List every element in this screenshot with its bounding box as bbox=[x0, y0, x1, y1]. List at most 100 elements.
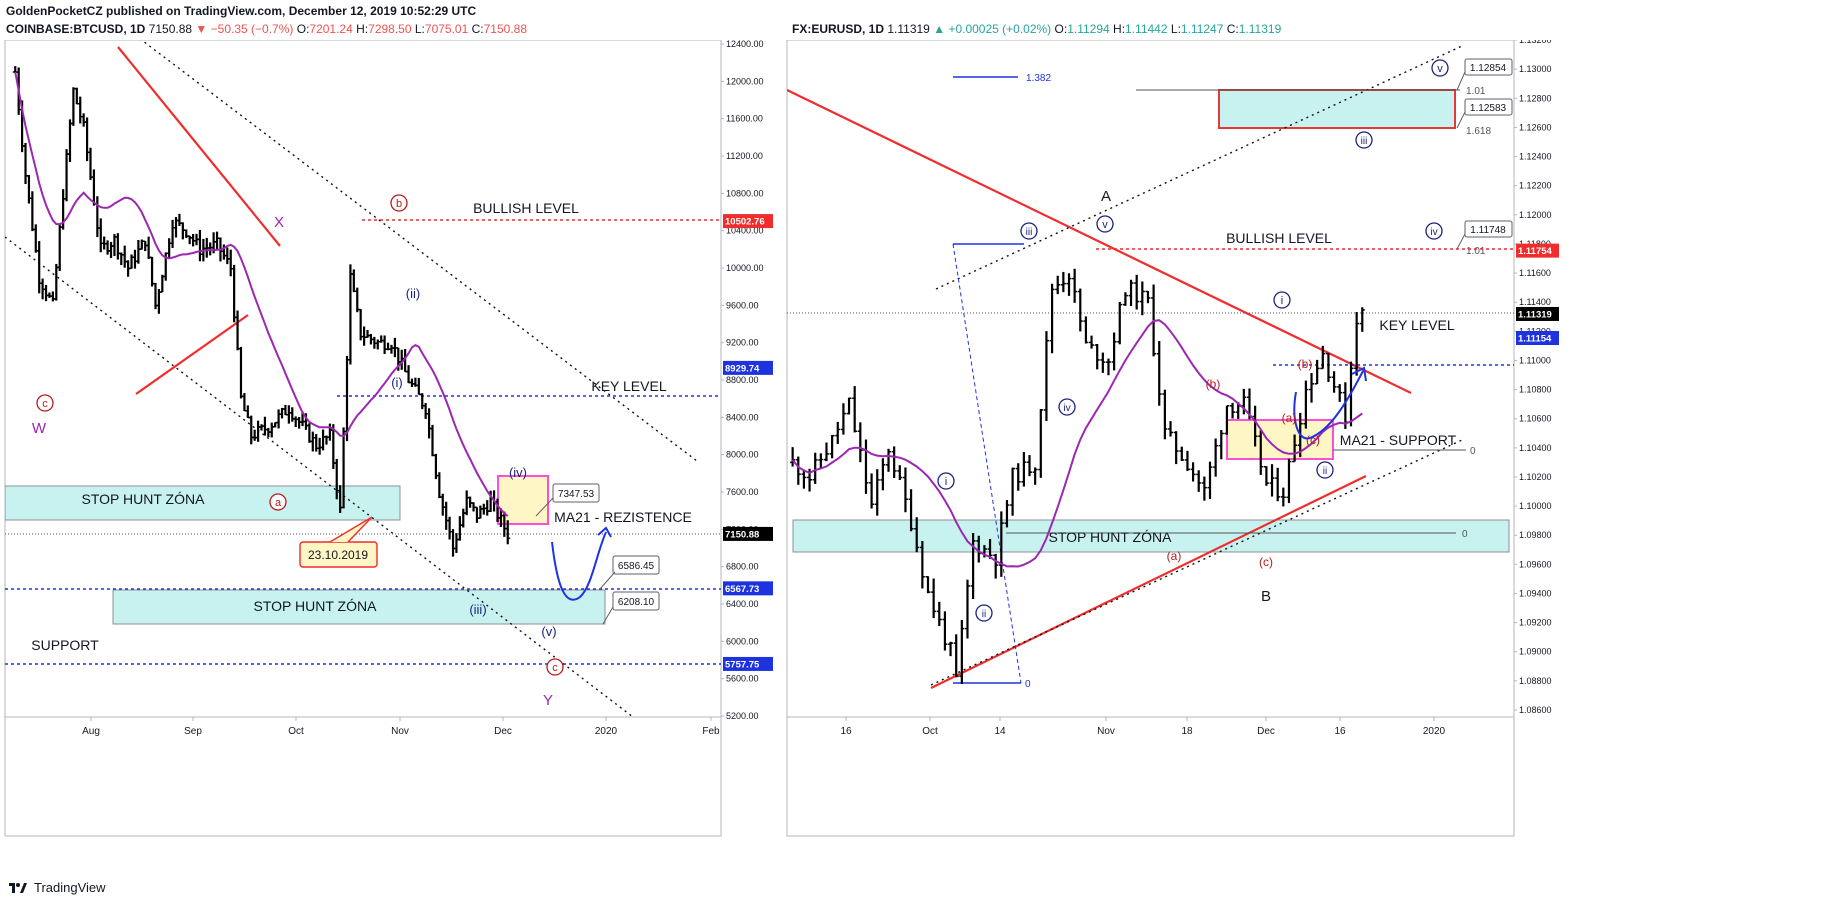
tradingview-brand[interactable]: TradingView bbox=[34, 880, 106, 895]
eur-fib-0-mid: 0 bbox=[1470, 446, 1476, 457]
right-symbol[interactable]: FX:EURUSD, 1D bbox=[792, 22, 885, 36]
footer: TradingView bbox=[0, 872, 1833, 902]
eur-wave-c2: (c) bbox=[1306, 433, 1320, 447]
btc-wave-a-circle bbox=[269, 493, 287, 511]
y-tick-label: 12000.00 bbox=[726, 76, 764, 86]
right-o-label: O: bbox=[1054, 22, 1068, 36]
eur-callout-3: 1.11748 bbox=[1470, 225, 1506, 236]
eur-wave-iv2: iv bbox=[1430, 227, 1437, 238]
price-tag-box bbox=[1516, 306, 1559, 321]
eur-time-axis[interactable]: 16 Oct 14 Nov 18 Dec 16 2020 bbox=[787, 716, 1514, 737]
price-tag: 1.11319 bbox=[1518, 309, 1552, 320]
eur-fib-0-low: 0 bbox=[1462, 529, 1468, 540]
btc-price-axis[interactable]: 12400.00 12000.00 11600.00 11200.00 10800.00… bbox=[720, 40, 764, 836]
y-tick-label: 1.10000 bbox=[1519, 501, 1552, 511]
price-tag-box bbox=[723, 581, 773, 596]
eur-callout-box-2 bbox=[1464, 98, 1513, 116]
y-tick-label: 1.11000 bbox=[1519, 355, 1551, 365]
btc-ma21-label: MA21 - REZISTENCE bbox=[554, 509, 692, 525]
y-tick-label: 6000.00 bbox=[726, 636, 759, 646]
eur-wave-ii1-circle bbox=[975, 604, 993, 622]
eur-projection-arrow bbox=[1293, 370, 1364, 440]
eur-red-trendline-up bbox=[930, 475, 1367, 689]
btc-stop-hunt-zone-2 bbox=[112, 589, 606, 625]
eur-callout-leader-1 bbox=[1456, 71, 1466, 91]
btcusd-chart[interactable]: 12400.00 12000.00 11600.00 11200.00 10800.00… bbox=[0, 40, 785, 860]
y-tick-label: 6800.00 bbox=[726, 562, 759, 572]
btc-wave-c2: c bbox=[552, 662, 558, 674]
price-tag-box bbox=[1516, 243, 1559, 258]
eurusd-chart[interactable]: 1.13200 1.13000 1.12800 1.12600 1.12400 1.122… bbox=[786, 40, 1833, 860]
y-tick-label: 8800.00 bbox=[726, 375, 759, 385]
left-l-label: L: bbox=[414, 22, 425, 36]
x-tick-label: Aug bbox=[82, 726, 100, 737]
eur-wave-iii1-circle bbox=[1020, 222, 1038, 240]
x-tick-label: 2020 bbox=[595, 726, 618, 737]
btc-red-trendline-up bbox=[135, 314, 249, 395]
eur-fib-1382: 1.382 bbox=[1026, 73, 1051, 84]
eur-price-bars bbox=[790, 268, 1365, 685]
btc-price-bars bbox=[12, 66, 511, 557]
y-tick-label: 1.12600 bbox=[1519, 122, 1552, 132]
eur-callout-leader-3 bbox=[1456, 233, 1466, 250]
eur-fib-101-lower: 1.01 bbox=[1466, 246, 1486, 257]
eur-fib-1618: 1.618 bbox=[1466, 126, 1491, 137]
eur-stop-hunt-zone bbox=[792, 519, 1510, 553]
left-symbol[interactable]: COINBASE:BTCUSD, 1D bbox=[6, 22, 146, 36]
btc-stop-hunt-label-2: STOP HUNT ZÓNA bbox=[254, 598, 378, 614]
btc-time-axis[interactable]: Aug Sep Oct Nov Dec 2020 Feb bbox=[5, 716, 721, 737]
eur-wave-b1: (b) bbox=[1206, 377, 1221, 391]
y-tick-label: 9600.00 bbox=[726, 300, 759, 310]
price-tag: 6567.73 bbox=[725, 584, 759, 595]
eur-ma21-line bbox=[791, 319, 1363, 568]
x-tick-label: 16 bbox=[840, 726, 852, 737]
x-tick-label: Oct bbox=[922, 726, 938, 737]
y-tick-label: 1.10800 bbox=[1519, 385, 1552, 395]
btc-wave-iv: (iv) bbox=[509, 465, 527, 480]
eur-plot-area[interactable] bbox=[786, 40, 1515, 837]
eur-projection-arrowhead-icon bbox=[1351, 366, 1367, 382]
btc-plot-area[interactable] bbox=[4, 40, 722, 837]
y-tick-label: 1.09200 bbox=[1519, 618, 1552, 628]
tradingview-logo-icon[interactable] bbox=[8, 880, 28, 894]
price-tag-box bbox=[723, 360, 773, 375]
btc-callout-box-1 bbox=[552, 483, 600, 503]
y-tick-label: 7600.00 bbox=[726, 487, 759, 497]
price-tag: 8929.74 bbox=[725, 363, 760, 374]
eur-price-axis[interactable]: 1.13200 1.13000 1.12800 1.12600 1.12400 1.122… bbox=[1513, 40, 1552, 836]
eur-wave-iv1-circle bbox=[1058, 398, 1076, 416]
eur-wave-a1: (a) bbox=[1167, 549, 1182, 563]
eur-callout-leader-2 bbox=[1456, 111, 1466, 129]
price-tag-box bbox=[1516, 331, 1559, 346]
eur-callout-box-3 bbox=[1464, 220, 1513, 238]
eur-wave-v1: v bbox=[1102, 219, 1108, 231]
eur-stop-hunt-label: STOP HUNT ZÓNA bbox=[1049, 529, 1173, 545]
x-tick-label: Dec bbox=[494, 726, 512, 737]
eur-fib-0-bottom: 0 bbox=[1025, 679, 1031, 690]
price-tag: 5757.75 bbox=[725, 659, 760, 670]
right-close: 1.11319 bbox=[1238, 22, 1282, 36]
eur-callout-1: 1.12854 bbox=[1470, 63, 1507, 74]
left-o-label: O: bbox=[296, 22, 310, 36]
btc-wave-X: X bbox=[274, 214, 284, 231]
eur-fib-101-upper: 1.01 bbox=[1466, 86, 1486, 97]
btc-support-label: SUPPORT bbox=[31, 637, 99, 653]
y-tick-label: 1.09400 bbox=[1519, 588, 1552, 598]
x-tick-label: Nov bbox=[1097, 726, 1115, 737]
btc-wave-ii: (ii) bbox=[406, 286, 420, 301]
y-tick-label: 1.12200 bbox=[1519, 181, 1552, 191]
author-line: GoldenPocketCZ published on TradingView.… bbox=[6, 4, 477, 18]
btc-date-callout-pointer bbox=[329, 516, 373, 543]
eur-wave-iv1: iv bbox=[1063, 403, 1070, 414]
price-tag-box bbox=[723, 656, 773, 671]
y-tick-label: 1.12400 bbox=[1519, 152, 1552, 162]
price-tag: 1.11154 bbox=[1518, 334, 1552, 345]
x-tick-label: Dec bbox=[1257, 726, 1275, 737]
btc-wave-Y: Y bbox=[543, 692, 553, 709]
eur-channel-lower bbox=[930, 439, 1463, 686]
btc-bullish-label: BULLISH LEVEL bbox=[473, 200, 579, 216]
x-tick-label: 2020 bbox=[1423, 726, 1446, 737]
y-tick-label: 1.10200 bbox=[1519, 472, 1552, 482]
eur-wave-A: A bbox=[1101, 188, 1111, 205]
eur-ma21-label: MA21 - SUPPORT bbox=[1340, 432, 1457, 448]
